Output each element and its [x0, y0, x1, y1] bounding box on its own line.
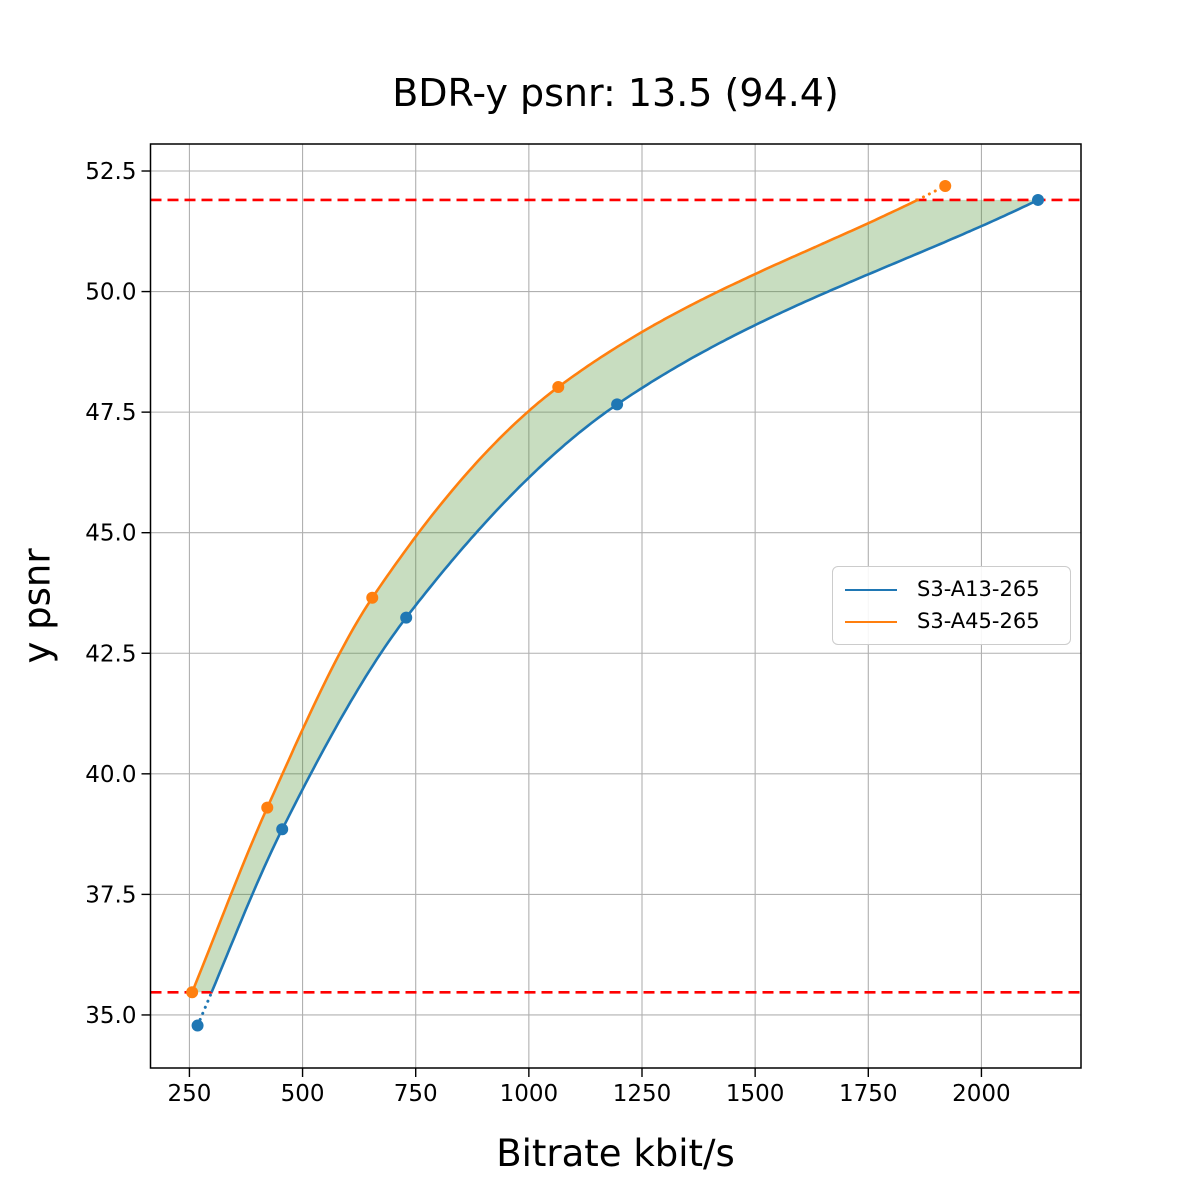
legend-item: S3-A13-265	[845, 579, 1058, 600]
legend-line-swatch-blue	[845, 588, 897, 591]
x-tick-label: 1750	[839, 1081, 898, 1107]
x-tick-label: 2000	[952, 1081, 1011, 1107]
x-tick-label: 1500	[726, 1081, 785, 1107]
data-point-s3-a13-265	[611, 398, 624, 411]
y-tick-label: 50.0	[85, 280, 136, 306]
y-tick-label: 40.0	[85, 762, 136, 788]
y-tick-label: 52.5	[85, 159, 136, 185]
y-tick-label: 35.0	[85, 1003, 136, 1029]
x-tick-label: 500	[281, 1081, 325, 1107]
chart-title: BDR-y psnr: 13.5 (94.4)	[392, 71, 839, 115]
series-line-s3-a13-265	[210, 198, 1039, 993]
series-dotted-extension-low	[196, 990, 214, 1028]
data-point-s3-a13-265	[276, 823, 289, 836]
axes-spines	[149, 143, 1082, 1069]
legend-label: S3-A45-265	[917, 609, 1040, 633]
y-tick-label: 42.5	[85, 641, 136, 667]
data-point-s3-a45-265	[261, 801, 274, 814]
x-tick-label: 1250	[613, 1081, 672, 1107]
data-point-s3-a45-265	[939, 179, 952, 192]
data-point-s3-a45-265	[552, 381, 565, 394]
bd-overlap-band	[192, 199, 1039, 993]
legend-label: S3-A13-265	[917, 577, 1040, 601]
x-axis-label: Bitrate kbit/s	[496, 1132, 735, 1175]
y-tick-label: 45.0	[85, 521, 136, 547]
y-tick-label: 47.5	[85, 400, 136, 426]
y-tick-label: 37.5	[85, 882, 136, 908]
data-point-s3-a45-265	[186, 986, 199, 999]
legend-line-swatch-orange	[845, 620, 897, 623]
x-tick-label: 250	[167, 1081, 211, 1107]
series-line-s3-a45-265	[190, 198, 919, 993]
data-point-s3-a13-265	[1032, 193, 1045, 206]
data-point-s3-a13-265	[191, 1019, 204, 1032]
legend: S3-A13-265 S3-A45-265	[832, 566, 1071, 645]
legend-item: S3-A45-265	[845, 611, 1058, 632]
x-tick-label: 1000	[500, 1081, 559, 1107]
data-point-s3-a13-265	[400, 611, 413, 624]
x-tick-label: 750	[394, 1081, 438, 1107]
data-point-s3-a45-265	[366, 591, 379, 604]
